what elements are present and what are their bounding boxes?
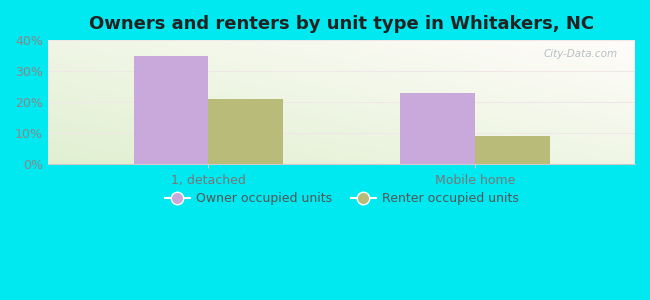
Bar bbox=[475, 136, 550, 164]
Title: Owners and renters by unit type in Whitakers, NC: Owners and renters by unit type in Whita… bbox=[89, 15, 594, 33]
Text: City-Data.com: City-Data.com bbox=[543, 49, 618, 59]
Bar bbox=[209, 99, 283, 164]
Bar bbox=[400, 93, 475, 164]
Legend: Owner occupied units, Renter occupied units: Owner occupied units, Renter occupied un… bbox=[160, 187, 524, 210]
Bar bbox=[134, 56, 209, 164]
